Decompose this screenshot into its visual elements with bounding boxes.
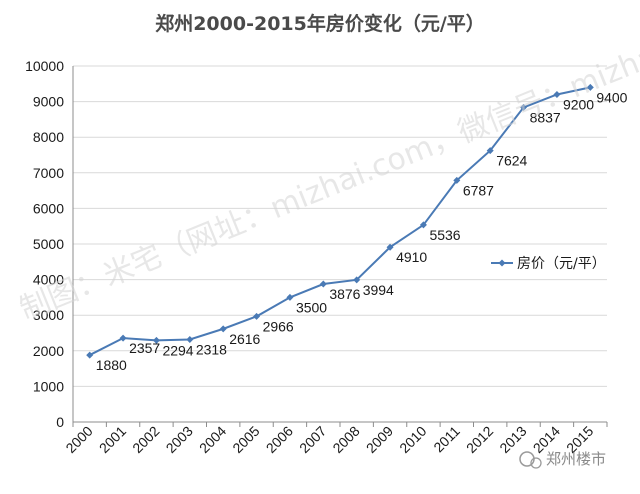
data-label: 7624 bbox=[496, 153, 527, 169]
data-label: 4910 bbox=[396, 249, 427, 265]
data-point bbox=[586, 83, 594, 91]
data-label: 2966 bbox=[263, 318, 294, 334]
y-tick-label: 2000 bbox=[33, 343, 64, 359]
data-point bbox=[253, 312, 261, 320]
x-tick-label: 2010 bbox=[396, 423, 429, 456]
watermark: 制图：米宅（网址：mizhai.com，微信号：mizhaicom） bbox=[15, 1, 640, 328]
data-point bbox=[219, 325, 227, 333]
data-point bbox=[553, 90, 561, 98]
y-tick-label: 4000 bbox=[33, 272, 64, 288]
y-tick-label: 0 bbox=[56, 414, 64, 430]
y-tick-label: 8000 bbox=[33, 129, 64, 145]
x-tick-label: 2003 bbox=[163, 423, 196, 456]
data-point bbox=[186, 335, 194, 343]
data-label: 2318 bbox=[196, 341, 227, 357]
y-tick-label: 1000 bbox=[33, 378, 64, 394]
y-axis-ticks: 0 1000 2000 3000 4000 5000 6000 7000 8000 9000 100… bbox=[25, 58, 64, 430]
data-point bbox=[152, 336, 160, 344]
chart-title: 郑州2000-2015年房价变化（元/平） bbox=[155, 12, 485, 35]
y-tick-label: 10000 bbox=[25, 58, 64, 74]
x-axis-ticks: 2000 2001 2002 2003 2004 2005 2006 2007 2008 2009… bbox=[62, 423, 596, 456]
x-tick-label: 2005 bbox=[229, 423, 262, 456]
legend: 房价（元/平） bbox=[491, 256, 606, 272]
data-point bbox=[86, 351, 94, 359]
data-label: 2616 bbox=[229, 331, 260, 347]
data-label: 2357 bbox=[129, 340, 160, 356]
y-tick-label: 9000 bbox=[33, 94, 64, 110]
x-tick-label: 2000 bbox=[62, 423, 95, 456]
data-point bbox=[520, 103, 528, 111]
legend-label: 房价（元/平） bbox=[517, 256, 606, 272]
data-point bbox=[286, 293, 294, 301]
data-point bbox=[453, 176, 461, 184]
x-tick-label: 2009 bbox=[363, 423, 396, 456]
brand-name: 郑州楼市 bbox=[546, 450, 606, 468]
y-tick-label: 6000 bbox=[33, 200, 64, 216]
data-point bbox=[386, 243, 394, 251]
data-label: 3994 bbox=[363, 282, 394, 298]
axes bbox=[72, 66, 608, 427]
gridlines bbox=[73, 65, 607, 387]
x-tick-label: 2007 bbox=[296, 423, 329, 456]
data-label: 8837 bbox=[530, 109, 561, 125]
x-tick-label: 2004 bbox=[196, 423, 229, 456]
data-point bbox=[353, 276, 361, 284]
data-label: 9200 bbox=[563, 96, 594, 112]
brand-mark: 郑州楼市 bbox=[519, 450, 606, 469]
x-tick-label: 2001 bbox=[96, 423, 129, 456]
data-label: 5536 bbox=[429, 227, 460, 243]
x-tick-label: 2002 bbox=[129, 423, 162, 456]
y-tick-label: 3000 bbox=[33, 307, 64, 323]
data-label: 3500 bbox=[296, 299, 327, 315]
data-label: 6787 bbox=[463, 182, 494, 198]
data-point bbox=[419, 221, 427, 229]
data-label: 9400 bbox=[596, 89, 627, 105]
data-label: 1880 bbox=[96, 357, 127, 373]
wechat-icon-dot bbox=[530, 457, 542, 469]
x-tick-label: 2006 bbox=[263, 423, 296, 456]
x-tick-label: 2011 bbox=[430, 423, 463, 456]
legend-marker bbox=[498, 259, 506, 267]
data-point bbox=[119, 334, 127, 342]
series-line-path bbox=[89, 86, 591, 356]
data-point bbox=[486, 147, 494, 155]
x-tick-label: 2013 bbox=[496, 423, 529, 456]
data-point bbox=[319, 280, 327, 288]
y-tick-label: 5000 bbox=[33, 236, 64, 252]
data-label: 3876 bbox=[329, 286, 360, 302]
x-tick-label: 2008 bbox=[329, 423, 362, 456]
wechat-icon bbox=[519, 451, 535, 467]
y-tick-label: 7000 bbox=[33, 165, 64, 181]
data-label: 2294 bbox=[162, 342, 193, 358]
series-line bbox=[86, 83, 594, 359]
x-tick-label: 2012 bbox=[463, 423, 496, 456]
